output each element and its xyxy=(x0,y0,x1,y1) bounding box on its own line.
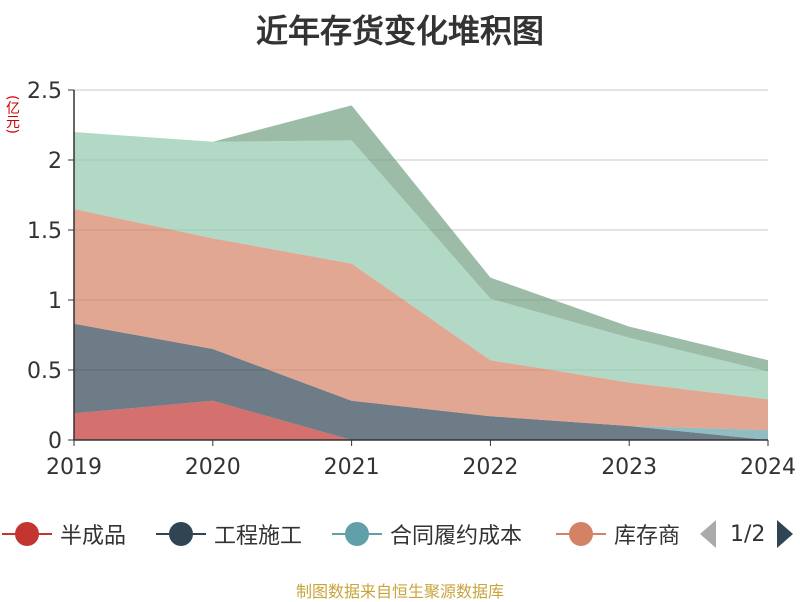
area-series xyxy=(74,132,768,400)
x-tick-label: 2023 xyxy=(601,455,657,480)
x-tick-label: 2020 xyxy=(185,455,241,480)
legend-item-semi-finished[interactable]: 半成品 xyxy=(2,512,126,556)
legend-marker-icon xyxy=(332,522,382,546)
y-axis-unit: (亿元) xyxy=(4,95,20,134)
y-tick-label: 1.5 xyxy=(27,219,62,244)
legend-prev-arrow-icon[interactable] xyxy=(700,520,716,548)
legend-item-inventory-goods[interactable]: 库存商 xyxy=(556,512,680,556)
area-series xyxy=(74,323,768,440)
legend-label: 合同履约成本 xyxy=(390,524,523,549)
legend-marker-icon xyxy=(2,522,52,546)
legend-label: 半成品 xyxy=(60,524,127,549)
y-tick-label: 2 xyxy=(48,149,62,174)
legend-item-engineering[interactable]: 工程施工 xyxy=(156,512,302,556)
legend-pager: 1/2 xyxy=(700,512,794,556)
legend-label: 工程施工 xyxy=(214,524,303,549)
x-tick-label: 2019 xyxy=(46,455,102,480)
x-tick-label: 2022 xyxy=(462,455,518,480)
y-tick-label: 2.5 xyxy=(27,79,62,104)
legend: 半成品 工程施工 合同履约成本 库存商 1/2 xyxy=(0,512,800,556)
y-tick-label: 0.5 xyxy=(27,359,62,384)
legend-marker-icon xyxy=(156,522,206,546)
chart-title: 近年存货变化堆积图 xyxy=(255,12,544,50)
data-source-note: 制图数据来自恒生聚源数据库 xyxy=(295,582,504,601)
x-tick-label: 2021 xyxy=(324,455,380,480)
legend-marker-icon xyxy=(556,522,606,546)
y-tick-label: 1 xyxy=(48,289,62,314)
legend-next-arrow-icon[interactable] xyxy=(777,520,794,548)
legend-label: 库存商 xyxy=(614,524,681,549)
stacked-area-chart: 0 0.5 1 1.5 2 2.5 2019 2020 2021 2022 2023 2024 xyxy=(27,79,796,480)
area-series xyxy=(74,400,768,440)
area-series xyxy=(74,323,768,440)
legend-item-contract-cost[interactable]: 合同履约成本 xyxy=(332,512,522,556)
area-series xyxy=(74,105,768,372)
x-tick-label: 2024 xyxy=(740,455,796,480)
legend-page-indicator: 1/2 xyxy=(730,521,766,547)
area-series xyxy=(74,209,768,431)
y-tick-label: 0 xyxy=(48,429,62,454)
